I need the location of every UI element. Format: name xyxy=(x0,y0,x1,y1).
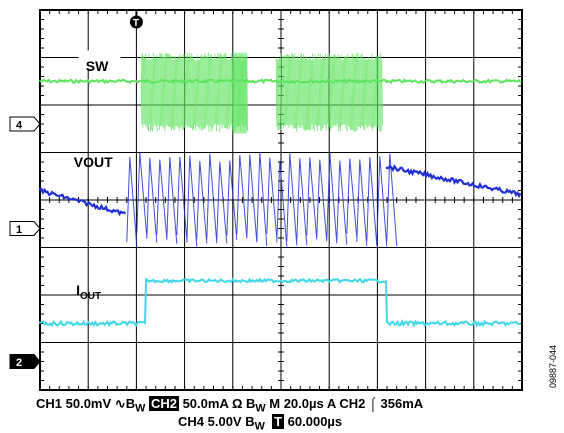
traces xyxy=(38,52,522,328)
ch4-marker-box xyxy=(9,116,41,132)
trigger-marker-icon xyxy=(129,15,143,29)
trigger-offset-badge: T xyxy=(272,414,285,429)
trace-labels: SW VOUT IOUT xyxy=(74,50,121,302)
bandwidth-icon: ∿ xyxy=(114,396,126,411)
ch2-marker-box xyxy=(9,354,41,369)
ch1-setting: CH1 50.0mV xyxy=(36,396,112,411)
vout-ripple xyxy=(126,152,398,247)
status-line-2: CH4 5.00V BW T 60.000µs xyxy=(178,414,343,433)
vout-trace-end xyxy=(385,164,522,199)
ch4-setting: CH4 5.00V xyxy=(178,414,242,429)
ch1-marker-box xyxy=(9,221,41,236)
trigger-offset: 60.000µs xyxy=(287,414,343,429)
ch2-marker-label: 2 xyxy=(16,357,22,369)
iout-trace xyxy=(39,277,521,328)
sw-burst xyxy=(275,52,383,132)
trigger-level: 356mA xyxy=(380,396,424,411)
rising-edge-icon: ⌠ xyxy=(369,396,377,411)
vout-label: VOUT xyxy=(74,154,113,170)
vout-trace-start xyxy=(38,187,127,217)
channel-markers: 4 1 2 T xyxy=(9,10,143,369)
sw-burst xyxy=(140,52,248,133)
graticule xyxy=(39,9,523,391)
sw-label: SW xyxy=(86,58,109,74)
ch2-setting: 50.0mA Ω xyxy=(182,396,243,411)
trigger-source: A CH2 xyxy=(326,396,366,411)
trigger-marker-label: T xyxy=(133,18,139,29)
sw-label-bg xyxy=(78,50,121,69)
iout-label: IOUT xyxy=(76,282,101,302)
ch1-marker-label: 1 xyxy=(16,224,22,236)
ch2-badge: CH2 xyxy=(148,396,179,411)
sw-dense-burst xyxy=(232,52,248,134)
timebase: M 20.0µs xyxy=(269,396,324,411)
figure-id: 09887-044 xyxy=(548,344,558,388)
ch4-marker-label: 4 xyxy=(16,120,23,132)
status-line-1: CH1 50.0mV ∿BW CH2 50.0mA Ω BW M 20.0µs … xyxy=(36,396,424,415)
